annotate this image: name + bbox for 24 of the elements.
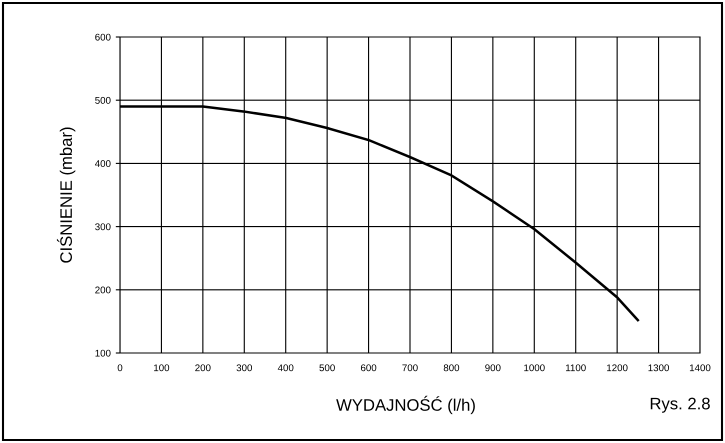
y-tick-label: 300 <box>95 223 111 230</box>
y-axis-title: CIŚNIENIE (mbar) <box>56 128 76 263</box>
x-tick-label: 1200 <box>607 364 628 372</box>
x-tick-label: 1000 <box>524 364 545 372</box>
y-tick-label: 100 <box>95 350 111 357</box>
text: Rys. 2.8 <box>650 398 710 413</box>
x-tick-label: 300 <box>236 364 252 372</box>
x-tick-label: 200 <box>195 364 211 372</box>
y-tick-label: 200 <box>95 286 111 294</box>
x-tick-label: 800 <box>444 364 460 372</box>
x-tick-label: 100 <box>154 364 170 372</box>
x-axis-title: WYDAJNOŚĆ (l/h) <box>336 396 475 414</box>
y-tick-label: 400 <box>94 160 111 168</box>
x-tick-label: 900 <box>485 364 501 372</box>
x-tick-label: 1100 <box>566 364 586 372</box>
x-tick-label: 600 <box>360 364 376 372</box>
y-tick-label: 500 <box>95 96 111 104</box>
x-tick-label: 1300 <box>648 364 670 372</box>
x-tick-label: 1400 <box>690 364 710 372</box>
x-tick-label: 500 <box>319 364 335 372</box>
y-tick-label: 600 <box>95 34 111 41</box>
x-tick-label: 700 <box>402 364 418 372</box>
x-tick-label: 400 <box>278 364 294 372</box>
x-tick-label: 0 <box>118 364 122 372</box>
